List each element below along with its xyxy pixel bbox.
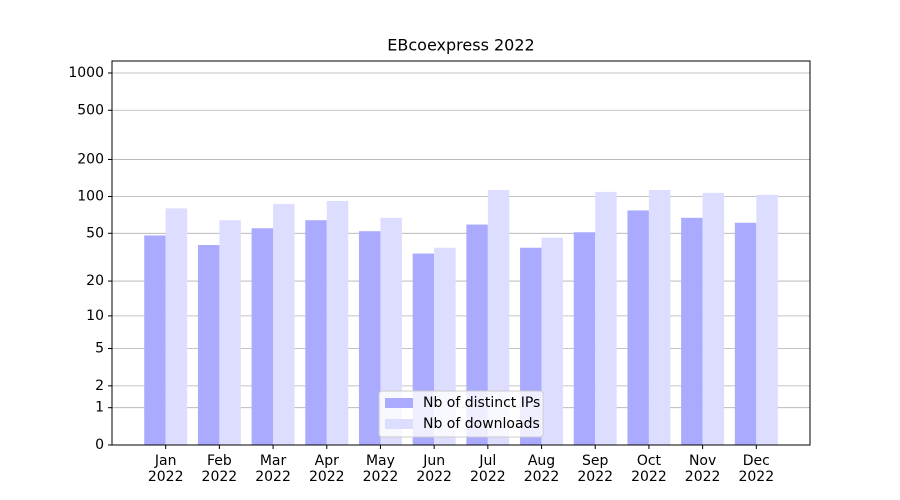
- bar: [756, 194, 778, 445]
- y-tick-label: 1000: [68, 65, 104, 81]
- x-tick-label: Jan 2022: [147, 453, 184, 485]
- y-tick-label: 50: [86, 225, 104, 241]
- x-tick-label: Dec 2022: [738, 453, 775, 485]
- bar: [326, 200, 349, 445]
- legend-swatch: [385, 398, 413, 408]
- y-tick-label: 200: [77, 151, 104, 167]
- x-tick-label: Jun 2022: [416, 453, 452, 485]
- y-tick-label: 20: [86, 273, 104, 289]
- y-tick-label: 500: [77, 102, 104, 118]
- bar: [648, 189, 671, 445]
- legend-label: Nb of downloads: [423, 416, 540, 432]
- x-tick-label: Nov 2022: [684, 453, 721, 485]
- bar: [197, 245, 220, 445]
- x-tick-label: Apr 2022: [308, 453, 345, 485]
- x-tick-label: Aug 2022: [523, 453, 560, 485]
- bar: [487, 189, 510, 445]
- plot-frame: [111, 60, 811, 446]
- bar: [273, 203, 295, 445]
- x-tick-label: Jul 2022: [470, 453, 506, 485]
- bar: [573, 232, 596, 445]
- bar: [358, 231, 381, 445]
- legend-swatch: [385, 419, 413, 429]
- bar: [627, 210, 649, 445]
- chart-title: EBcoexpress 2022: [387, 36, 534, 55]
- y-tick-label: 0: [95, 437, 104, 453]
- y-tick-label: 10: [86, 308, 104, 324]
- x-tick-label: Mar 2022: [255, 453, 291, 485]
- legend-label: Nb of distinct IPs: [423, 395, 540, 411]
- y-tick-label: 100: [77, 189, 104, 205]
- legend-box: [378, 390, 544, 438]
- bar: [251, 228, 274, 445]
- x-tick-label: Oct 2022: [631, 453, 667, 485]
- bar: [165, 208, 188, 445]
- bar: [595, 191, 617, 445]
- x-tick-label: May 2022: [362, 453, 399, 485]
- x-tick-label: Sep 2022: [577, 453, 614, 485]
- bar: [541, 237, 564, 445]
- x-tick-label: Feb 2022: [201, 453, 238, 485]
- bar: [305, 220, 327, 445]
- bar: [466, 224, 488, 445]
- bar: [219, 220, 241, 445]
- y-tick-label: 5: [95, 341, 104, 357]
- bar: [380, 217, 402, 445]
- bar: [734, 222, 757, 445]
- y-tick-label: 1: [95, 400, 104, 416]
- y-tick-label: 2: [95, 378, 104, 394]
- bar: [702, 192, 725, 445]
- bar: [144, 235, 166, 445]
- bar: [681, 217, 703, 445]
